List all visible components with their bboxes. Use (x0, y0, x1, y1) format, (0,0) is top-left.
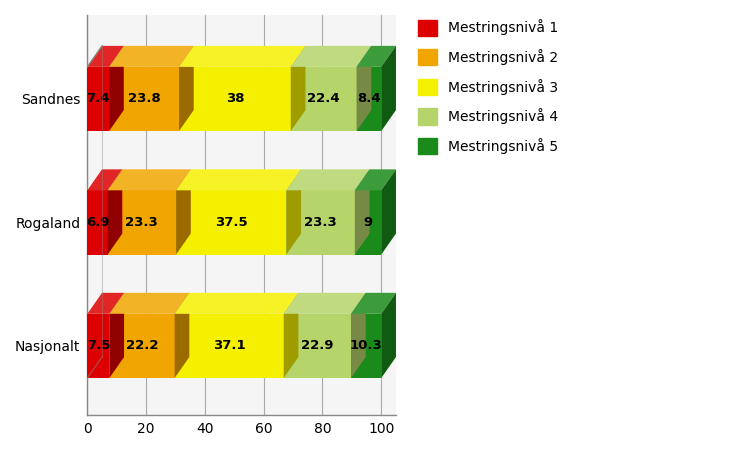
Bar (108, 190, 176, 254)
Polygon shape (179, 46, 194, 131)
Bar (179, 67, 291, 131)
Text: 8.4: 8.4 (357, 92, 381, 106)
Polygon shape (87, 169, 122, 190)
Text: 37.1: 37.1 (213, 340, 245, 352)
Polygon shape (108, 169, 122, 254)
Polygon shape (87, 46, 123, 67)
Bar (355, 190, 381, 254)
Polygon shape (351, 293, 366, 378)
Bar (286, 190, 355, 254)
Polygon shape (381, 46, 396, 131)
Polygon shape (381, 169, 396, 254)
Legend: Mestringsnivå 1, Mestringsnivå 2, Mestringsnivå 3, Mestringsnivå 4, Mestringsniv: Mestringsnivå 1, Mestringsnivå 2, Mestri… (412, 14, 564, 160)
Polygon shape (179, 46, 306, 67)
Polygon shape (381, 293, 396, 378)
Polygon shape (357, 46, 396, 67)
Text: 7.5: 7.5 (87, 340, 110, 352)
Text: 22.2: 22.2 (126, 340, 158, 352)
Polygon shape (109, 293, 124, 378)
Polygon shape (109, 46, 123, 131)
Polygon shape (286, 169, 370, 190)
Polygon shape (291, 46, 306, 131)
Bar (87, 67, 109, 131)
Polygon shape (284, 293, 298, 378)
Text: 6.9: 6.9 (86, 216, 109, 229)
Text: 22.4: 22.4 (307, 92, 340, 106)
Text: 7.4: 7.4 (87, 92, 110, 106)
Polygon shape (175, 293, 298, 314)
Text: 38: 38 (226, 92, 244, 106)
Polygon shape (176, 169, 191, 254)
Polygon shape (291, 46, 371, 67)
Bar (357, 67, 381, 131)
Polygon shape (175, 293, 189, 378)
Bar (175, 314, 284, 378)
Polygon shape (87, 293, 124, 314)
Polygon shape (355, 169, 396, 190)
Polygon shape (355, 169, 370, 254)
Bar (109, 314, 175, 378)
Text: 23.3: 23.3 (126, 216, 158, 229)
Text: 22.9: 22.9 (301, 340, 334, 352)
Bar (284, 314, 351, 378)
Bar (351, 314, 381, 378)
Polygon shape (286, 169, 301, 254)
Bar (291, 67, 357, 131)
Polygon shape (109, 46, 194, 67)
Polygon shape (176, 169, 301, 190)
Text: 23.8: 23.8 (128, 92, 160, 106)
Polygon shape (109, 293, 189, 314)
Text: 23.3: 23.3 (304, 216, 337, 229)
Polygon shape (351, 293, 396, 314)
Bar (87, 314, 109, 378)
Bar (87, 190, 108, 254)
Text: 9: 9 (364, 216, 373, 229)
Polygon shape (357, 46, 371, 131)
Bar (109, 67, 179, 131)
Text: 37.5: 37.5 (215, 216, 248, 229)
Polygon shape (284, 293, 366, 314)
Bar (176, 190, 286, 254)
Polygon shape (108, 169, 191, 190)
Text: 10.3: 10.3 (349, 340, 383, 352)
